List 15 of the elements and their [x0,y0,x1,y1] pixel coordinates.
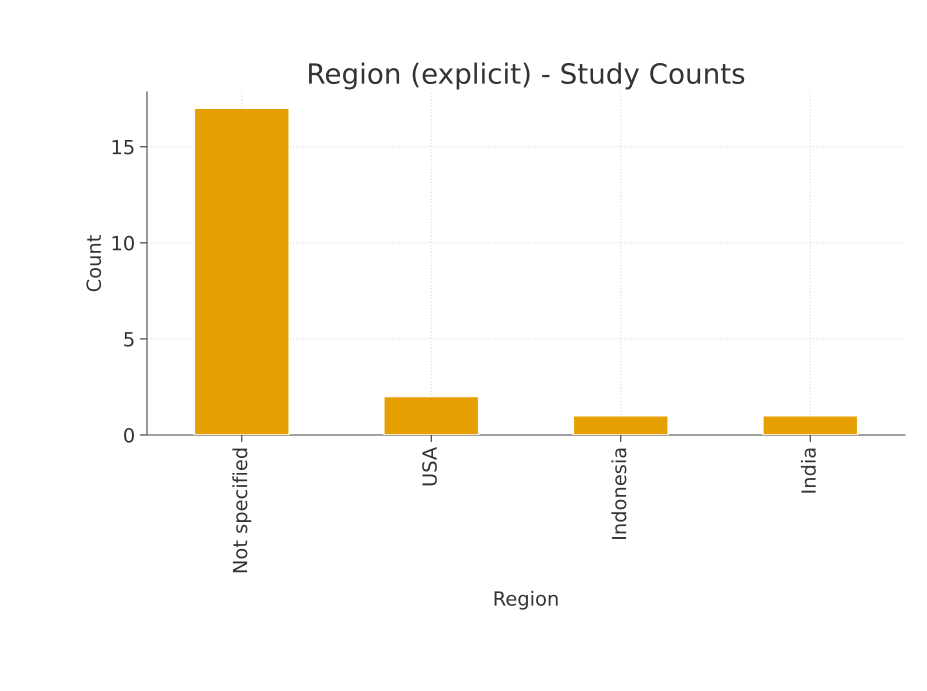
x-tick-label: Indonesia [611,448,626,539]
bar [383,396,480,435]
y-tick-label: 0 [124,428,134,443]
bar [194,108,290,435]
bar [762,415,858,435]
y-tick-label: 15 [112,140,134,154]
y-tick-label: 5 [124,332,134,347]
x-axis-title: Region [494,590,558,610]
y-tick-label: 10 [112,236,134,251]
y-axis-title: Count [86,235,102,292]
x-tick-label: USA [422,446,437,486]
x-tick-label: India [800,448,816,493]
bar [572,415,669,435]
chart-title: Region (explicit) - Study Counts [309,62,744,90]
x-tick-label: Not specified [232,448,252,572]
